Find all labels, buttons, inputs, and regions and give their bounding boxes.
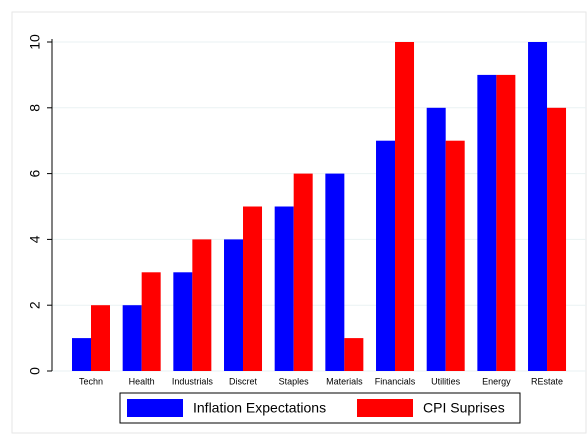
bar [224, 239, 244, 371]
bar [528, 42, 548, 371]
bar [274, 206, 294, 371]
x-tick-label: Techn [79, 376, 103, 386]
x-tick-label: REstate [531, 376, 563, 386]
bar [395, 42, 415, 371]
bar [122, 305, 142, 371]
bar [445, 140, 465, 371]
legend-label: Inflation Expectations [193, 400, 326, 416]
y-tick-label: 4 [27, 235, 43, 243]
x-tick-label: Industrials [172, 376, 214, 386]
bar [426, 107, 446, 372]
bar [243, 206, 263, 371]
y-tick-label: 10 [27, 34, 43, 50]
x-tick-label: Energy [482, 376, 511, 386]
legend-label: CPI Suprises [423, 400, 505, 416]
y-tick-label: 6 [27, 169, 43, 177]
bar [173, 272, 193, 371]
bar [477, 74, 497, 372]
x-tick-label: Materials [326, 376, 363, 386]
x-tick-label: Discret [229, 376, 258, 386]
bar [192, 239, 212, 371]
bar [72, 338, 91, 371]
bar [496, 74, 516, 372]
y-tick-label: 8 [27, 104, 43, 112]
x-tick-label: Financials [375, 376, 416, 386]
bar [344, 338, 364, 371]
legend-swatch [357, 399, 413, 417]
legend-box [119, 392, 521, 424]
legend-swatch [127, 399, 183, 417]
bar [141, 272, 161, 371]
bar [376, 140, 396, 371]
y-tick-label: 0 [27, 367, 43, 375]
x-tick-label: Staples [279, 376, 310, 386]
bar [325, 173, 345, 371]
bar [293, 173, 313, 371]
x-tick-label: Health [129, 376, 155, 386]
bar [91, 305, 110, 371]
bar [547, 107, 567, 372]
y-tick-label: 2 [27, 301, 43, 309]
x-tick-label: Utilities [431, 376, 461, 386]
